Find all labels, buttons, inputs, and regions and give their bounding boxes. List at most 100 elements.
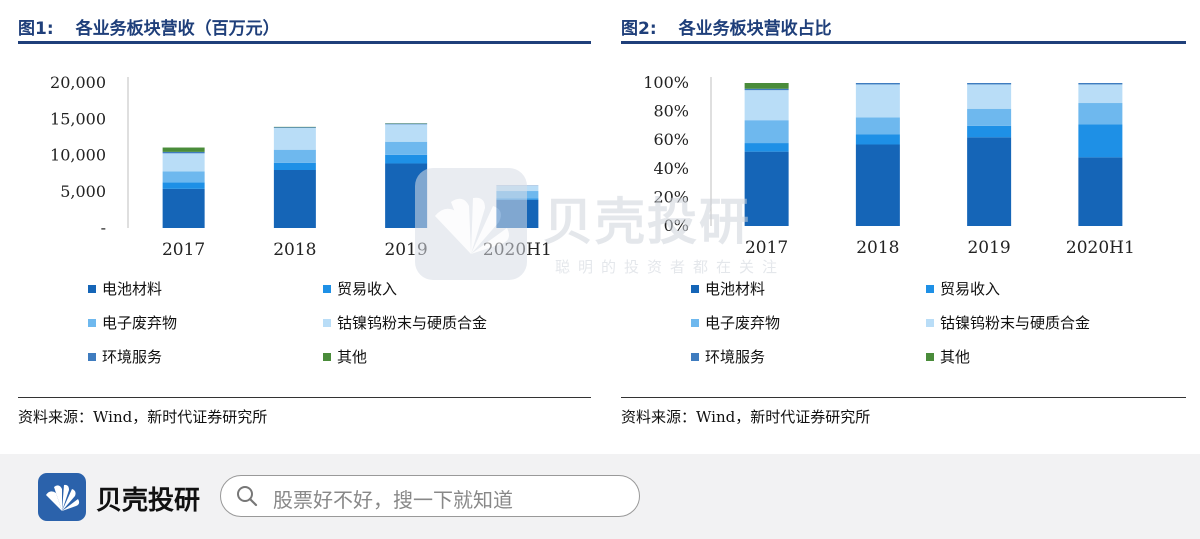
legend-swatch	[926, 318, 934, 327]
legend-item: 其他	[926, 346, 970, 367]
figure1-title-text: 各业务板块营收（百万元）	[75, 19, 280, 39]
bar-segment	[496, 191, 539, 199]
y-tick-label: 15,000	[50, 109, 106, 128]
figure1-number: 图1:	[18, 19, 54, 39]
legend-item: 贸易收入	[323, 278, 397, 299]
bar-segment	[496, 199, 539, 228]
bar-segment	[967, 137, 1012, 226]
legend-label: 钴镍钨粉末与硬质合金	[337, 314, 488, 332]
bar-segment	[1078, 124, 1123, 158]
bar-segment	[273, 170, 316, 228]
legend-label: 钴镍钨粉末与硬质合金	[940, 314, 1091, 332]
legend-swatch	[926, 284, 934, 293]
bar-segment	[496, 185, 539, 192]
figure2-number: 图2:	[621, 19, 657, 39]
legend-item: 钴镍钨粉末与硬质合金	[926, 312, 1090, 333]
figure2-source: 资料来源：Wind，新时代证券研究所	[621, 408, 871, 426]
legend-swatch	[926, 352, 934, 361]
figure2-title: 图2: 各业务板块营收占比	[621, 14, 832, 39]
legend-swatch	[88, 318, 96, 327]
legend-label: 其他	[940, 348, 971, 366]
legend-item: 环境服务	[691, 346, 765, 367]
legend-swatch	[691, 352, 699, 361]
bar-segment	[385, 154, 428, 164]
y-tick-label: 80%	[653, 102, 689, 121]
bar-segment	[967, 83, 1012, 85]
legend-item: 电池材料	[88, 278, 162, 299]
search-input[interactable]: 股票好不好，搜一下就知道	[220, 475, 640, 517]
x-tick-label: 2020H1	[1066, 238, 1135, 258]
bar-segment	[385, 124, 428, 142]
bar-segment	[162, 153, 205, 172]
bar-segment	[744, 88, 789, 91]
bar-segment	[162, 188, 205, 228]
bar-segment	[1078, 157, 1123, 226]
figure2-source-rule	[621, 397, 1186, 398]
legend-swatch	[88, 284, 96, 293]
legend-swatch	[691, 284, 699, 293]
bottom-bar: 贝壳投研 股票好不好，搜一下就知道	[0, 454, 1200, 539]
search-icon	[237, 486, 258, 507]
legend-item: 环境服务	[88, 346, 162, 367]
legend-swatch	[691, 318, 699, 327]
figure1-source-rule	[18, 397, 591, 398]
legend-item: 其他	[323, 346, 367, 367]
bar-segment	[273, 127, 316, 128]
bar-segment	[855, 134, 900, 145]
y-tick-label: -	[101, 218, 106, 237]
bar-segment	[855, 144, 900, 226]
x-tick-label: 2020H1	[483, 240, 552, 260]
legend-label: 贸易收入	[940, 280, 1001, 298]
x-tick-label: 2019	[967, 238, 1010, 258]
legend-item: 电子废弃物	[88, 312, 177, 333]
bar-segment	[162, 151, 205, 154]
bar-segment	[162, 182, 205, 189]
search-placeholder: 股票好不好，搜一下就知道	[273, 488, 513, 512]
y-tick-label: 0%	[664, 216, 689, 235]
figure2-panel: 图2: 各业务板块营收占比 0% 20% 40% 60% 80% 100% 2017 2018 2…	[621, 0, 1186, 450]
bar-segment	[273, 127, 316, 150]
legend-swatch	[323, 284, 331, 293]
figure1-title-rule	[18, 41, 591, 44]
bar-segment	[496, 198, 539, 200]
figure2-title-text: 各业务板块营收占比	[678, 19, 832, 39]
x-tick-label: 2018	[273, 240, 316, 260]
legend-item: 电子废弃物	[691, 312, 780, 333]
legend-label: 电池材料	[102, 280, 163, 298]
y-tick-label: 10,000	[50, 146, 106, 165]
bar-segment	[385, 141, 428, 155]
bar-segment	[1078, 83, 1123, 85]
y-tick-label: 20%	[653, 187, 689, 206]
bar-segment	[1078, 84, 1123, 104]
legend-item: 贸易收入	[926, 278, 1000, 299]
figure1-panel: 图1: 各业务板块营收（百万元） - 5,000 10,000 15,000 20,000…	[18, 0, 591, 450]
legend-label: 电子废弃物	[705, 314, 781, 332]
legend-label: 环境服务	[705, 348, 766, 366]
bar-segment	[855, 83, 900, 85]
bar-segment	[162, 171, 205, 183]
bar-segment	[385, 163, 428, 228]
bar-segment	[162, 147, 205, 152]
legend-label: 环境服务	[102, 348, 163, 366]
bar-segment	[744, 90, 789, 121]
bar-segment	[273, 162, 316, 170]
legend-item: 电池材料	[691, 278, 765, 299]
y-tick-label: 40%	[653, 159, 689, 178]
bar-segment	[744, 120, 789, 144]
brand-name[interactable]: 贝壳投研	[96, 486, 201, 516]
y-tick-label: 5,000	[60, 182, 106, 201]
figure1-source: 资料来源：Wind，新时代证券研究所	[18, 408, 268, 426]
legend-label: 贸易收入	[337, 280, 398, 298]
legend-swatch	[323, 352, 331, 361]
legend-swatch	[323, 318, 331, 327]
brand-logo-icon[interactable]	[38, 473, 86, 521]
bar-segment	[273, 149, 316, 163]
bar-segment	[967, 125, 1012, 138]
bar-segment	[855, 117, 900, 135]
legend-label: 电池材料	[705, 280, 766, 298]
figure1-title: 图1: 各业务板块营收（百万元）	[18, 14, 280, 39]
bar-segment	[744, 143, 789, 152]
x-tick-label: 2017	[745, 238, 788, 258]
bar-segment	[967, 84, 1012, 109]
x-tick-label: 2017	[162, 240, 205, 260]
